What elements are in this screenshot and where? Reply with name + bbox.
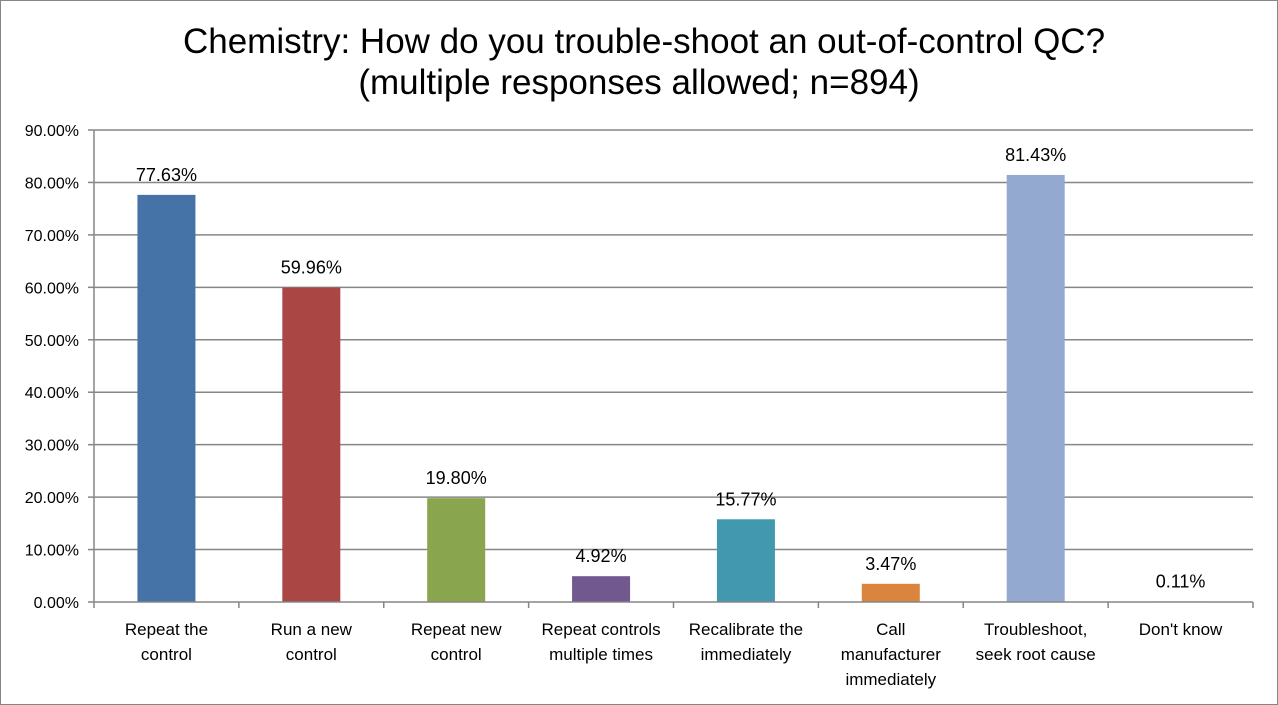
category-label: Repeat new control [411, 620, 502, 664]
chart-title: Chemistry: How do you trouble-shoot an o… [183, 22, 1105, 61]
y-tick-label: 40.00% [25, 385, 79, 402]
gridlines [94, 129, 1253, 551]
category-label-line: Recalibrate the [689, 620, 803, 639]
bar [1006, 174, 1065, 602]
y-tick-label: 70.00% [25, 228, 79, 245]
y-tick-label: 80.00% [25, 175, 79, 192]
y-tick-label: 60.00% [25, 280, 79, 297]
category-label-line: control [431, 645, 482, 664]
data-label: 3.47% [865, 554, 916, 574]
category-label: Don't know [1139, 620, 1223, 639]
category-label-line: multiple times [549, 645, 653, 664]
category-label: Call manufacturer immediately [841, 620, 941, 689]
category-label: Repeat controls multiple times [542, 620, 661, 664]
y-tick-label: 20.00% [25, 490, 79, 507]
category-label-line: Repeat new [411, 620, 502, 639]
category-label-line: Troubleshoot, [984, 620, 1087, 639]
category-label-line: Repeat controls [542, 620, 661, 639]
category-label: Run a new control [271, 620, 353, 664]
data-label: 81.43% [1005, 145, 1066, 165]
category-label-line: Call [876, 620, 905, 639]
axes [88, 129, 1254, 608]
y-tick-label: 50.00% [25, 333, 79, 350]
bar [572, 576, 631, 602]
y-tick-label: 90.00% [25, 123, 79, 140]
category-label-line: immediately [845, 670, 936, 689]
category-label-line: control [286, 645, 337, 664]
chart-subtitle: (multiple responses allowed; n=894) [358, 63, 919, 102]
category-label-line: seek root cause [976, 645, 1096, 664]
data-label: 19.80% [426, 468, 487, 488]
labels: 0.00% 10.00% 20.00% 30.00% 40.00% 50.00% 60.00… [25, 123, 1223, 689]
data-label: 77.63% [136, 165, 197, 185]
category-label: Troubleshoot, seek root cause [976, 620, 1096, 664]
bar [282, 287, 341, 602]
data-label: 0.11% [1156, 571, 1206, 591]
category-label-line: control [141, 645, 192, 664]
category-label: Repeat the control [125, 620, 208, 664]
data-label: 15.77% [715, 489, 776, 509]
y-tick-label: 0.00% [34, 595, 79, 612]
category-label-line: Repeat the [125, 620, 208, 639]
y-tick-label: 30.00% [25, 438, 79, 455]
bar [861, 583, 920, 602]
y-tick-label: 10.00% [25, 543, 79, 560]
category-label: Recalibrate the immediately [689, 620, 803, 664]
data-label: 4.92% [576, 546, 627, 566]
category-label-line: manufacturer [841, 645, 941, 664]
category-label-line: Don't know [1139, 620, 1223, 639]
category-label-line: Run a new [271, 620, 353, 639]
data-label: 59.96% [281, 258, 342, 278]
category-label-line: immediately [701, 645, 792, 664]
bar [716, 519, 775, 602]
bar [427, 498, 486, 602]
bar [137, 194, 196, 602]
bars [137, 174, 1210, 602]
